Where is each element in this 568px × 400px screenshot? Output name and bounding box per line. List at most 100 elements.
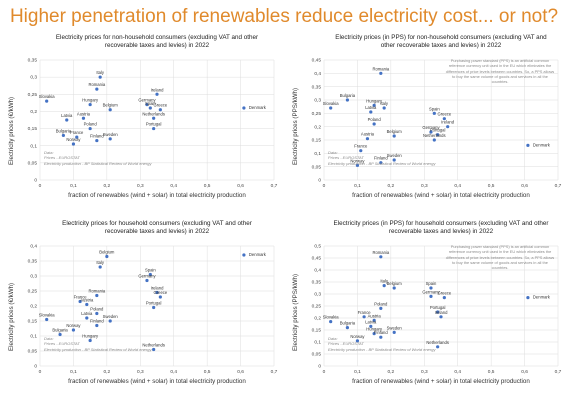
data-point-france	[359, 149, 363, 153]
data-label-germany: Germany	[138, 274, 156, 279]
y-tick-label: 0,2	[30, 304, 37, 310]
data-point-romania	[379, 255, 383, 259]
data-label-poland: Poland	[368, 117, 382, 122]
data-label-netherlands: Netherlands	[426, 340, 449, 345]
data-label-greece: Greece	[153, 290, 167, 295]
x-tick-label: 0,6	[521, 183, 528, 189]
data-label-hungary: Hungary	[82, 98, 99, 103]
data-point-france	[78, 299, 82, 304]
data-label-bulgaria: Bulgaria	[52, 328, 68, 333]
y-tick-label: 0,05	[312, 164, 322, 170]
source-line: Prices - EUROSTAT	[44, 341, 80, 347]
page-title: Higher penetration of renewables reduce …	[9, 6, 559, 27]
y-tick-label: 0,35	[312, 280, 322, 286]
y-tick-label: 0,05	[28, 349, 38, 355]
data-label-finland: Finland	[90, 134, 104, 139]
data-point-slovakia	[45, 317, 49, 322]
source-line: Data:	[44, 150, 54, 155]
source-line: Electricity production - BP Statistical …	[44, 160, 152, 166]
y-axis-title: Electricity prices (€/kWh)	[8, 96, 15, 165]
y-tick-label: 0	[34, 364, 37, 370]
data-point-sweden	[108, 137, 112, 141]
data-point-finland	[95, 323, 99, 328]
x-tick-label: 0,2	[388, 183, 395, 189]
data-label-france: France	[354, 144, 368, 149]
data-point-sweden	[392, 330, 396, 334]
y-tick-label: 0,15	[28, 319, 38, 325]
data-label-romania: Romania	[88, 289, 105, 294]
data-label-spain: Spain	[145, 268, 156, 273]
data-point-belgium	[108, 108, 112, 112]
y-tick-label: 0,35	[312, 84, 322, 90]
data-point-slovakia	[329, 320, 333, 324]
data-point-france	[362, 315, 366, 319]
data-point-sweden	[108, 319, 112, 323]
chart-panel-nonhousehold-pps: 0 0,1 0,2 0,3 0,4 0,5 0,6 0,7 0 0,05 0,1 0,15 0,2 0,2…	[284, 30, 568, 210]
data-point-germany	[429, 130, 433, 134]
data-label-sweden: Sweden	[103, 314, 119, 319]
y-tick-label: 0,3	[30, 75, 37, 81]
data-label-sweden: Sweden	[387, 325, 403, 330]
data-label-hungary: Hungary	[366, 98, 383, 103]
source-line: Electricity production - BP Statistical …	[44, 346, 152, 352]
x-tick-label: 0,5	[488, 369, 495, 375]
y-tick-label: 0,15	[312, 328, 322, 334]
data-label-bulgaria: Bulgaria	[340, 321, 356, 326]
y-tick-label: 0	[318, 178, 321, 184]
y-tick-label: 0,1	[30, 334, 37, 340]
data-point-belgium	[392, 286, 396, 290]
data-label-poland: Poland	[84, 122, 98, 127]
data-label-portugal: Portugal	[146, 122, 162, 127]
data-label-romania: Romania	[88, 82, 105, 87]
data-label-slovakia: Slovakia	[323, 315, 339, 320]
data-label-austria: Austria	[80, 298, 94, 303]
data-point-greece	[442, 117, 446, 121]
x-tick-label: 0,2	[104, 183, 111, 189]
data-label-portugal: Portugal	[146, 301, 162, 306]
x-tick-label: 0,7	[555, 183, 562, 189]
source-note: Data: Prices - EUROSTAT Electricity produc…	[44, 336, 151, 352]
data-point-poland	[95, 311, 99, 316]
data-point-bulgaria	[345, 98, 349, 102]
data-label-belgium: Belgium	[103, 103, 119, 108]
source-line: Prices - EUROSTAT	[328, 341, 364, 347]
data-point-portugal	[436, 310, 440, 314]
y-tick-label: 0,35	[28, 58, 38, 64]
data-label-belgium: Belgium	[387, 281, 403, 286]
data-point-finland	[95, 138, 99, 143]
x-tick-label: 0,1	[354, 183, 361, 189]
x-tick-label: 0,5	[204, 183, 211, 189]
data-point-denmark	[242, 106, 246, 110]
data-point-greece	[442, 296, 446, 300]
data-label-ireland: Ireland	[435, 310, 448, 315]
data-point-austria	[85, 302, 89, 307]
scatter-plot: 0 0,1 0,2 0,3 0,4 0,5 0,6 0,7 0 0,05 0,1 0,15 0,2 0,2…	[312, 58, 562, 189]
y-tick-label: 0,1	[30, 143, 37, 149]
data-point-norway	[355, 163, 360, 167]
data-point-norway	[355, 339, 360, 343]
data-label-bulgaria: Bulgaria	[56, 128, 72, 133]
x-tick-label: 0,1	[354, 369, 361, 375]
data-point-latvia	[85, 316, 89, 320]
data-label-france: France	[70, 130, 84, 135]
data-label-netherlands: Netherlands	[142, 343, 165, 348]
y-tick-label: 0,15	[312, 138, 322, 144]
source-line: Data:	[328, 150, 338, 155]
x-tick-label: 0,3	[421, 369, 428, 375]
data-point-austria	[372, 318, 376, 322]
x-axis-title: fraction of renewables (wind + solar) in…	[352, 192, 530, 199]
data-point-portugal	[436, 133, 440, 137]
pps-note: Purchasing power standard (PPS) is an ar…	[445, 58, 555, 85]
data-point-germany	[145, 102, 149, 107]
data-point-slovakia	[329, 106, 333, 110]
data-point-norway	[71, 142, 76, 146]
y-tick-label: 0,1	[314, 340, 321, 346]
data-label-spain: Spain	[429, 106, 440, 111]
data-point-ireland	[155, 92, 159, 96]
data-label-belgium: Belgium	[99, 250, 115, 255]
y-tick-label: 0,25	[28, 289, 38, 295]
data-point-hungary	[372, 332, 376, 336]
data-point-romania	[379, 71, 383, 75]
data-label-finland: Finland	[374, 156, 388, 161]
data-point-bulgaria	[58, 332, 62, 337]
